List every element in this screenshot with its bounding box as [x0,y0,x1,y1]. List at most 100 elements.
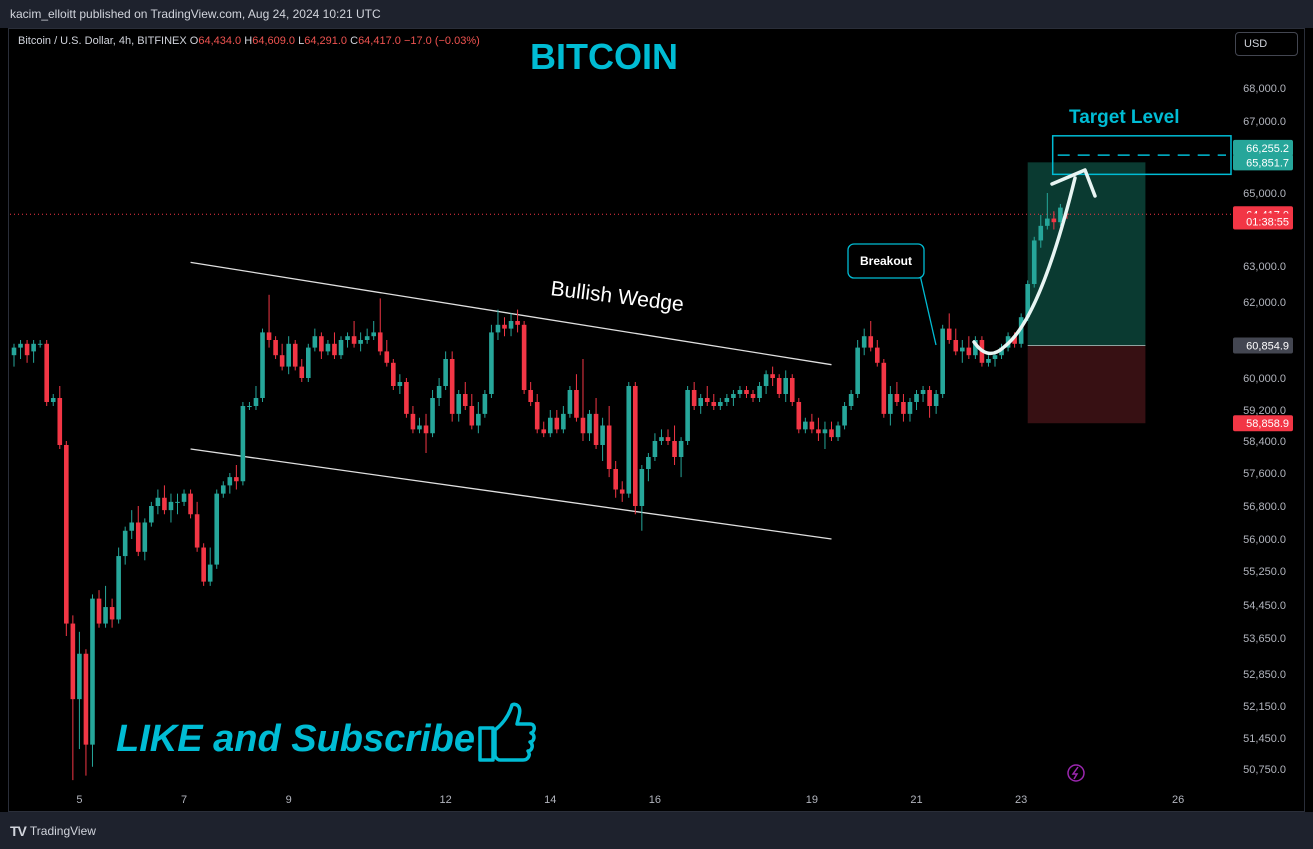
candle-body[interactable] [789,378,795,402]
candle-body[interactable] [685,390,690,441]
candle-body[interactable] [691,390,697,406]
breakout-callout[interactable] [847,243,925,279]
candle-body[interactable] [162,497,167,511]
candle-body[interactable] [469,406,475,426]
candle-body[interactable] [659,437,664,441]
candle-body[interactable] [678,441,684,457]
candle-body[interactable] [155,497,161,506]
candle-body[interactable] [619,489,625,494]
candle-body[interactable] [116,556,121,620]
candle-body[interactable] [521,324,527,390]
candle-body[interactable] [534,402,540,430]
candle-body[interactable] [377,332,383,352]
candle-body[interactable] [652,441,658,457]
candle-body[interactable] [109,607,115,620]
candle-body[interactable] [358,340,363,344]
candle-body[interactable] [992,355,998,359]
candle-body[interactable] [371,332,376,337]
wedge-lower-line[interactable] [190,448,832,540]
candle-body[interactable] [606,425,612,470]
candle-body[interactable] [181,493,187,502]
candle-body[interactable] [613,469,618,490]
candle-body[interactable] [188,493,193,515]
candle-body[interactable] [901,402,906,414]
candle-body[interactable] [803,421,808,430]
candle-body[interactable] [44,343,49,402]
candle-body[interactable] [306,347,311,378]
candle-body[interactable] [1031,240,1037,284]
candle-body[interactable] [1058,207,1063,223]
candle-body[interactable] [1012,336,1017,344]
candle-body[interactable] [796,402,802,430]
candle-body[interactable] [227,477,233,486]
candle-body[interactable] [829,429,834,438]
candle-body[interactable] [83,653,89,745]
candle-body[interactable] [436,386,442,398]
candle-body[interactable] [508,321,514,329]
candle-body[interactable] [90,598,95,745]
candle-body[interactable] [24,343,30,356]
candle-body[interactable] [292,343,298,367]
candle-body[interactable] [547,417,553,434]
candle-body[interactable] [266,332,272,340]
candle-body[interactable] [50,398,56,402]
candle-body[interactable] [881,362,887,414]
candle-body[interactable] [763,374,769,386]
candle-body[interactable] [744,390,749,394]
candle-body[interactable] [220,485,226,494]
candle-body[interactable] [927,390,932,406]
candle-body[interactable] [574,390,579,418]
candle-body[interactable] [672,441,677,457]
candle-body[interactable] [273,340,278,356]
candle-body[interactable] [1045,218,1050,226]
candle-body[interactable] [462,394,468,406]
candle-body[interactable] [960,347,965,352]
target-box[interactable] [1051,135,1232,176]
candle-body[interactable] [946,328,952,340]
candle-body[interactable] [973,340,978,356]
candle-body[interactable] [319,336,324,352]
currency-button[interactable]: USD [1235,32,1298,56]
candle-body[interactable] [567,390,573,414]
candle-body[interactable] [842,406,847,426]
candle-body[interactable] [234,477,239,482]
candle-body[interactable] [861,336,867,348]
candle-body[interactable] [364,336,370,340]
candle-body[interactable] [397,382,403,386]
candle-body[interactable] [907,402,913,414]
candle-body[interactable] [914,394,919,402]
candle-body[interactable] [338,340,344,356]
candle-body[interactable] [417,425,422,430]
candle-body[interactable] [953,340,959,352]
candle-body[interactable] [554,417,560,430]
candle-body[interactable] [240,406,246,482]
candle-body[interactable] [149,506,154,523]
candle-body[interactable] [57,398,63,445]
candle-body[interactable] [600,425,605,446]
candle-body[interactable] [443,359,448,386]
candle-body[interactable] [214,493,220,565]
candle-body[interactable] [776,378,782,394]
candle-body[interactable] [541,429,547,434]
candle-body[interactable] [103,607,108,624]
candle-body[interactable] [731,394,736,398]
candle-body[interactable] [646,457,651,469]
candle-body[interactable] [430,398,435,434]
candle-body[interactable] [966,347,972,356]
candle-body[interactable] [404,382,409,414]
candle-body[interactable] [665,437,671,441]
candle-body[interactable] [940,328,945,394]
candle-body[interactable] [1038,225,1044,241]
candle-body[interactable] [848,394,854,406]
candle-body[interactable] [207,564,213,582]
profit-zone[interactable] [1027,162,1146,346]
candle-body[interactable] [770,374,775,378]
candle-body[interactable] [822,429,828,434]
candle-body[interactable] [986,359,991,363]
candle-body[interactable] [194,514,200,548]
candle-body[interactable] [11,347,17,356]
candle-body[interactable] [933,394,939,406]
candle-body[interactable] [201,547,206,582]
candle-body[interactable] [299,366,305,378]
candle-body[interactable] [580,417,586,434]
